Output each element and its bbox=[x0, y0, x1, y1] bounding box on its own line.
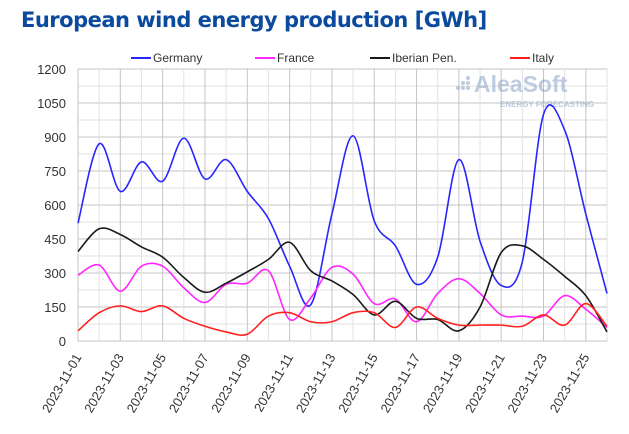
series-italy bbox=[77, 302, 608, 336]
x-tick-label: 2023-11-17 bbox=[377, 351, 423, 415]
legend-item: Italy bbox=[510, 51, 554, 65]
y-tick-label: 900 bbox=[44, 130, 66, 145]
legend-label: Italy bbox=[532, 51, 554, 65]
watermark-tagline: ENERGY FORECASTING bbox=[500, 100, 594, 109]
y-tick-label: 450 bbox=[44, 232, 66, 247]
legend-item: France bbox=[255, 51, 315, 65]
x-tick-label: 2023-11-05 bbox=[123, 351, 169, 415]
x-tick-label: 2023-11-01 bbox=[39, 351, 85, 415]
y-tick-label: 750 bbox=[44, 164, 66, 179]
legend-item: Iberian Pen. bbox=[370, 51, 457, 65]
x-tick-label: 2023-11-21 bbox=[462, 351, 508, 415]
y-tick-label: 150 bbox=[44, 300, 66, 315]
legend-item: Germany bbox=[131, 51, 202, 65]
legend-label: Germany bbox=[153, 51, 202, 65]
watermark-brand: AleaSoft bbox=[474, 71, 568, 97]
series-line-france bbox=[77, 262, 608, 329]
chart-title: European wind energy production [GWh] bbox=[21, 8, 487, 32]
x-tick-label: 2023-11-23 bbox=[504, 351, 550, 415]
y-tick-label: 1200 bbox=[37, 62, 66, 77]
y-tick-label: 600 bbox=[44, 198, 66, 213]
y-tick-label: 0 bbox=[59, 334, 66, 349]
x-tick-label: 2023-11-15 bbox=[335, 351, 381, 415]
x-tick-label: 2023-11-13 bbox=[293, 351, 339, 415]
x-tick-label: 2023-11-19 bbox=[420, 351, 466, 415]
x-tick-label: 2023-11-25 bbox=[547, 351, 593, 415]
series-iberian-pen bbox=[77, 227, 608, 333]
x-tick-label: 2023-11-07 bbox=[166, 351, 212, 415]
grid bbox=[77, 68, 608, 342]
x-tick-label: 2023-11-11 bbox=[251, 351, 296, 414]
legend-label: France bbox=[277, 51, 315, 65]
watermark-logo: AleaSoft ENERGY FORECASTING bbox=[456, 71, 594, 109]
y-tick-label: 300 bbox=[44, 266, 66, 281]
x-tick-label: 2023-11-09 bbox=[208, 351, 254, 415]
series-germany bbox=[77, 104, 608, 307]
series-line-italy bbox=[77, 302, 608, 336]
series-france bbox=[77, 262, 608, 329]
y-tick-label: 1050 bbox=[37, 96, 66, 111]
series-line-germany bbox=[77, 104, 608, 307]
legend-label: Iberian Pen. bbox=[392, 51, 457, 65]
series-line-iberian-pen bbox=[77, 227, 608, 333]
x-tick-label: 2023-11-03 bbox=[81, 351, 127, 415]
